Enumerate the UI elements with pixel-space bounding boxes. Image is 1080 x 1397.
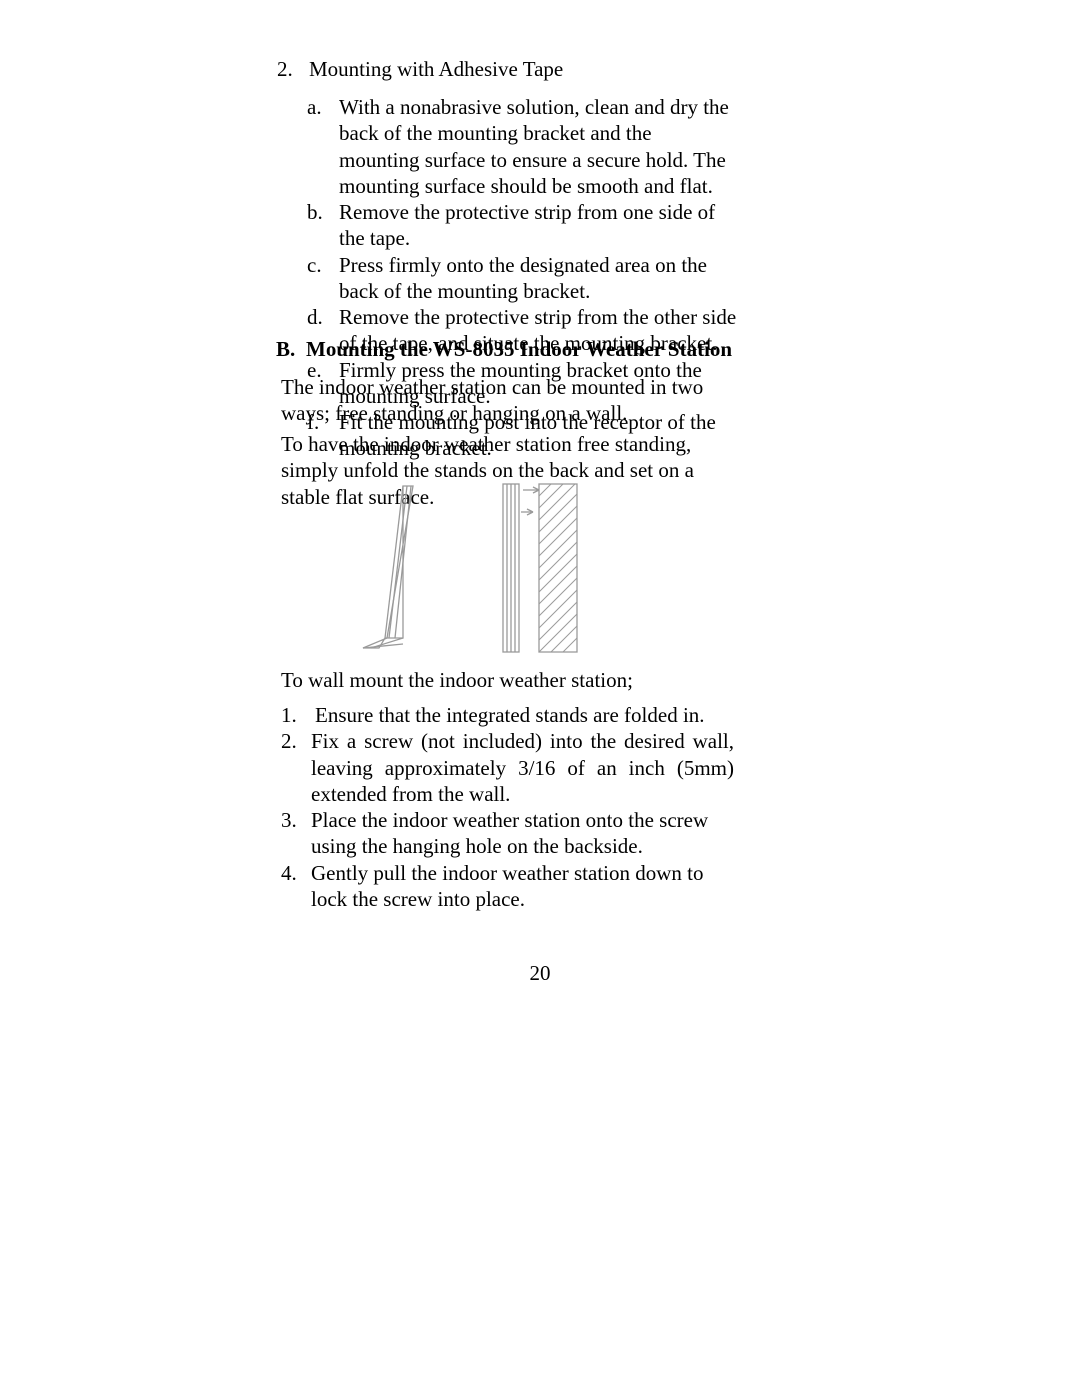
step-marker: 2. [281, 728, 297, 754]
sub-item-c: c. Press firmly onto the designated area… [307, 252, 737, 305]
sub-text: Press firmly onto the designated area on… [339, 253, 707, 303]
sub-marker: d. [307, 304, 323, 330]
wall-step-3: 3. Place the indoor weather station onto… [281, 807, 734, 860]
wall-step-1: 1. Ensure that the integrated stands are… [281, 702, 734, 728]
step-text: Gently pull the indoor weather station d… [311, 861, 704, 911]
step-text: Fix a screw (not included) into the desi… [311, 729, 734, 806]
step-text: Place the indoor weather station onto th… [311, 808, 708, 858]
step-marker: 4. [281, 860, 297, 886]
wall-step-2: 2. Fix a screw (not included) into the d… [281, 728, 734, 807]
section-b-para1: The indoor weather station can be mounte… [281, 374, 731, 427]
sub-item-b: b. Remove the protective strip from one … [307, 199, 737, 252]
section-marker: B. [276, 336, 306, 362]
list-marker: 2. [277, 56, 293, 82]
sub-marker: c. [307, 252, 322, 278]
document-page: 2. Mounting with Adhesive Tape a. With a… [0, 0, 1080, 1397]
mounting-diagram [355, 478, 580, 658]
section-title: Mounting the WS-8035 Indoor Weather Stat… [306, 337, 732, 361]
body-text: To wall mount the indoor weather station… [281, 668, 633, 692]
step-marker: 3. [281, 807, 297, 833]
sub-marker: b. [307, 199, 323, 225]
sub-item-a: a. With a nonabrasive solution, clean an… [307, 94, 737, 199]
diagram-svg [355, 478, 580, 658]
wall-step-4: 4. Gently pull the indoor weather statio… [281, 860, 734, 913]
page-number: 20 [0, 960, 1080, 986]
section-b-heading: B.Mounting the WS-8035 Indoor Weather St… [276, 336, 746, 362]
list-item-2: 2. Mounting with Adhesive Tape [277, 56, 737, 82]
step-text: Ensure that the integrated stands are fo… [311, 703, 705, 727]
list-item-title: Mounting with Adhesive Tape [309, 57, 563, 81]
step-marker: 1. [281, 702, 297, 728]
sub-text: Remove the protective strip from one sid… [339, 200, 715, 250]
body-text: The indoor weather station can be mounte… [281, 375, 703, 425]
sub-text: With a nonabrasive solution, clean and d… [339, 95, 729, 198]
sub-marker: a. [307, 94, 322, 120]
wall-mount-steps: 1. Ensure that the integrated stands are… [281, 702, 734, 912]
page-number-text: 20 [530, 961, 551, 985]
wall-mount-intro: To wall mount the indoor weather station… [281, 667, 741, 693]
